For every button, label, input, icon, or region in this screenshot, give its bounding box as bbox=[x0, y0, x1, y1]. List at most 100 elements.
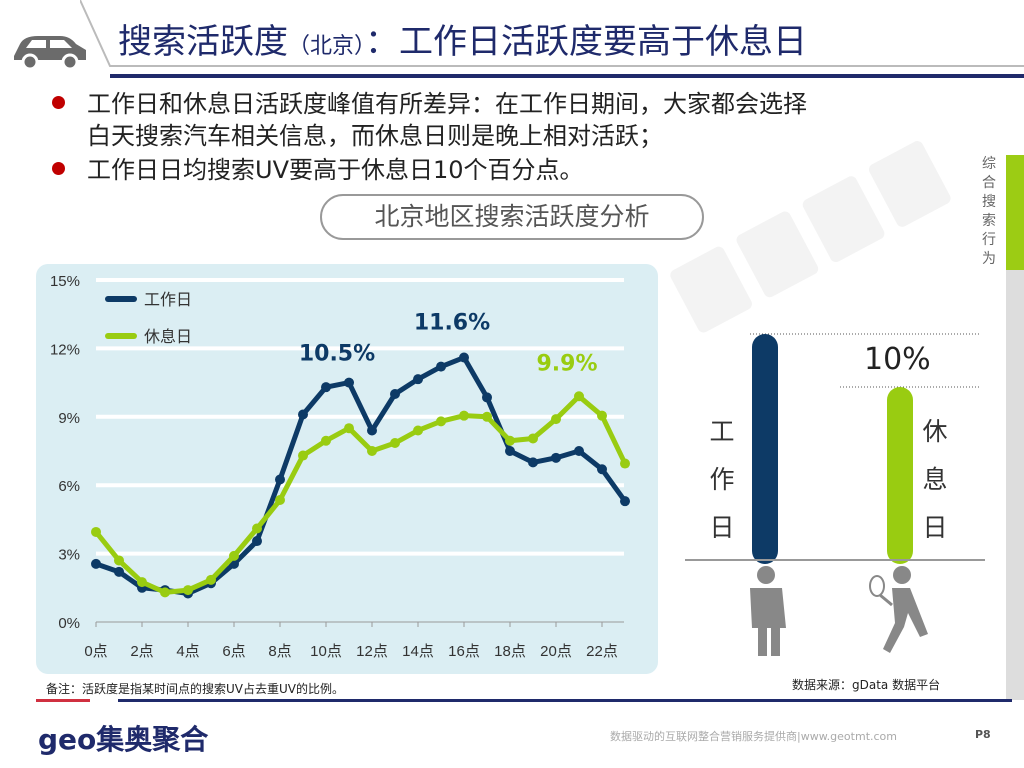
workday-vertical-label: 工作日 bbox=[707, 408, 737, 552]
x-tick-label: 20点 bbox=[540, 643, 572, 660]
side-label: 综合搜索行为 bbox=[982, 156, 996, 267]
footer-tagline: 数据驱动的互联网整合营销服务提供商|www.geotmt.com bbox=[610, 730, 897, 743]
x-tick-label: 22点 bbox=[586, 643, 618, 660]
data-point bbox=[505, 446, 515, 456]
data-label: 11.6% bbox=[414, 311, 490, 336]
data-point bbox=[459, 410, 469, 421]
page-number: P8 bbox=[975, 728, 991, 741]
bullet-text: 工作日日均搜索UV要高于休息日10个百分点。 bbox=[87, 156, 584, 184]
x-tick-label: 4点 bbox=[176, 643, 199, 660]
data-point bbox=[620, 496, 630, 507]
data-point bbox=[551, 452, 561, 463]
title-main: 搜索活跃度 bbox=[118, 22, 288, 62]
y-tick-label: 12% bbox=[50, 341, 80, 358]
bullet-1: 工作日和休息日活跃度峰值有所差异：在工作日期间，大家都会选择 bbox=[52, 88, 807, 120]
legend-label: 休息日 bbox=[144, 327, 192, 346]
line-chart: 0% 3% 6% 9% 12% 15% 0点 2点 4点 6点 8点 10点 12点 14点 16点 18点 2… bbox=[50, 273, 630, 660]
char: 日 bbox=[922, 513, 948, 542]
series-line-workday bbox=[95, 355, 628, 596]
comparison-graphic bbox=[685, 333, 985, 656]
data-point bbox=[367, 425, 377, 436]
data-point bbox=[91, 558, 101, 569]
legend-label: 工作日 bbox=[144, 290, 192, 309]
data-point bbox=[321, 382, 331, 393]
data-point bbox=[275, 495, 285, 506]
tennis-player-icon bbox=[869, 566, 928, 653]
x-tick-label: 16点 bbox=[448, 643, 480, 660]
data-point bbox=[459, 352, 469, 363]
bullet-2: 工作日日均搜索UV要高于休息日10个百分点。 bbox=[52, 154, 584, 186]
businessman-icon bbox=[750, 566, 786, 656]
char: 作 bbox=[709, 465, 735, 494]
chart-panel bbox=[36, 264, 658, 674]
divider bbox=[118, 699, 1012, 702]
data-point bbox=[390, 438, 400, 449]
x-tick-label: 18点 bbox=[494, 643, 526, 660]
x-tick-label: 14点 bbox=[402, 643, 434, 660]
data-point bbox=[597, 410, 607, 421]
data-point bbox=[252, 523, 262, 534]
data-point bbox=[482, 411, 492, 422]
data-point bbox=[367, 446, 377, 456]
side-tab-active[interactable] bbox=[1006, 155, 1024, 270]
data-label: 9.9% bbox=[536, 351, 597, 376]
footnote: 备注：活跃度是指某时间点的搜索UV占去重UV的比例。 bbox=[46, 682, 344, 696]
data-point bbox=[252, 536, 262, 547]
data-point bbox=[551, 414, 561, 425]
x-tick-label: 0点 bbox=[84, 643, 107, 660]
data-point bbox=[344, 377, 354, 388]
data-point bbox=[505, 435, 515, 446]
data-point bbox=[298, 409, 308, 420]
data-point bbox=[482, 392, 492, 403]
data-point bbox=[413, 374, 423, 385]
x-tick-label: 8点 bbox=[268, 643, 291, 660]
chart-subtitle: 北京地区搜索活跃度分析 bbox=[320, 194, 704, 240]
y-tick-label: 0% bbox=[58, 615, 80, 632]
data-point bbox=[183, 585, 193, 596]
logo: geo集奥聚合 bbox=[38, 723, 209, 756]
data-point bbox=[91, 526, 101, 537]
data-point bbox=[344, 423, 354, 434]
data-source: 数据来源：gData 数据平台 bbox=[792, 678, 941, 692]
data-point bbox=[160, 587, 170, 598]
x-tick-label: 2点 bbox=[130, 643, 153, 660]
difference-label: 10% bbox=[864, 342, 931, 377]
workday-bar bbox=[752, 334, 778, 564]
title-paren: （北京） bbox=[288, 34, 366, 59]
data-point bbox=[321, 435, 331, 446]
header-frame bbox=[80, 0, 1024, 78]
y-tick-label: 9% bbox=[58, 410, 80, 427]
char: 息 bbox=[922, 465, 948, 494]
bullet-text: 工作日和休息日活跃度峰值有所差异：在工作日期间，大家都会选择 bbox=[87, 90, 807, 118]
title-rest: ：工作日活跃度要高于休息日 bbox=[365, 22, 808, 62]
restday-bar bbox=[887, 387, 913, 564]
data-point bbox=[137, 577, 147, 588]
data-point bbox=[413, 425, 423, 436]
data-point bbox=[436, 416, 446, 427]
y-tick-label: 15% bbox=[50, 273, 80, 290]
char: 休 bbox=[922, 417, 948, 446]
data-point bbox=[390, 389, 400, 399]
data-point bbox=[229, 550, 239, 561]
bullet-1-cont: 白天搜索汽车相关信息，而休息日则是晚上相对活跃； bbox=[87, 122, 663, 150]
data-point bbox=[528, 457, 538, 468]
data-point bbox=[574, 446, 584, 456]
data-point bbox=[620, 458, 630, 469]
char: 日 bbox=[709, 513, 735, 542]
side-tab bbox=[1006, 270, 1024, 700]
x-tick-label: 10点 bbox=[310, 643, 342, 660]
y-tick-label: 6% bbox=[58, 478, 80, 495]
data-point bbox=[436, 361, 446, 372]
data-point bbox=[206, 574, 216, 585]
data-point bbox=[528, 433, 538, 444]
y-tick-label: 3% bbox=[58, 547, 80, 564]
divider-red bbox=[36, 699, 90, 702]
bullet-dot bbox=[52, 161, 65, 175]
data-point bbox=[114, 555, 124, 566]
x-tick-label: 12点 bbox=[356, 643, 388, 660]
page-title: 搜索活跃度（北京）：工作日活跃度要高于休息日 bbox=[118, 14, 807, 63]
data-label: 10.5% bbox=[299, 342, 375, 367]
data-point bbox=[275, 474, 285, 485]
bullet-dot bbox=[52, 95, 65, 109]
restday-vertical-label: 休息日 bbox=[920, 408, 950, 552]
